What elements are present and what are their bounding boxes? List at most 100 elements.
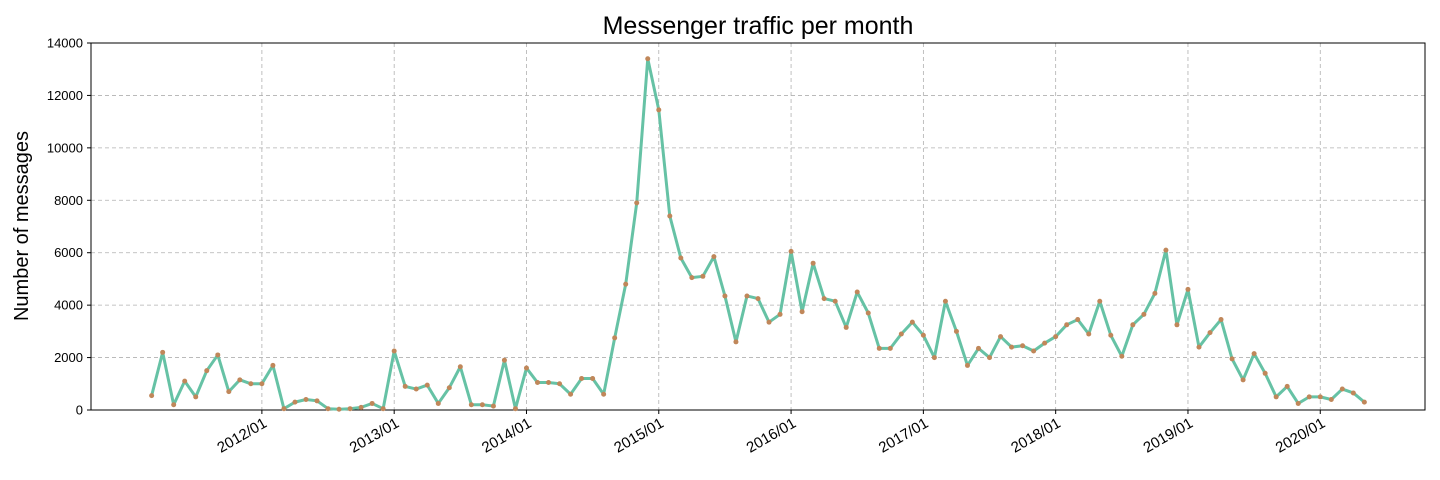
- marker: [1009, 344, 1015, 350]
- marker: [1207, 330, 1213, 336]
- x-tick-label: 2020/01: [1273, 415, 1328, 457]
- marker: [656, 107, 662, 113]
- x-tick-label: 2014/01: [479, 415, 534, 457]
- marker: [1262, 370, 1268, 376]
- marker: [1229, 356, 1235, 362]
- marker: [325, 406, 331, 412]
- y-tick-label: 12000: [47, 88, 83, 103]
- marker: [468, 402, 474, 408]
- marker: [590, 376, 596, 382]
- marker: [645, 56, 651, 62]
- marker: [204, 368, 210, 374]
- marker: [579, 376, 585, 382]
- marker: [160, 349, 166, 355]
- marker: [149, 393, 155, 399]
- marker: [1064, 322, 1070, 328]
- marker: [1339, 386, 1345, 392]
- marker: [490, 403, 496, 409]
- x-tick-label: 2015/01: [611, 415, 666, 457]
- marker: [1152, 290, 1158, 296]
- marker: [788, 248, 794, 254]
- marker: [832, 298, 838, 304]
- y-tick-label: 6000: [54, 245, 83, 260]
- marker: [292, 399, 298, 405]
- x-tick-label: 2018/01: [1008, 415, 1063, 457]
- marker: [215, 352, 221, 358]
- marker: [777, 311, 783, 317]
- x-tick-label: 2013/01: [347, 415, 402, 457]
- marker: [501, 357, 507, 363]
- marker: [182, 378, 188, 384]
- marker: [953, 328, 959, 334]
- y-tick-label: 0: [76, 403, 83, 418]
- marker: [612, 335, 618, 341]
- marker: [1284, 383, 1290, 389]
- marker: [424, 382, 430, 388]
- marker: [623, 281, 629, 287]
- marker: [193, 394, 199, 400]
- marker: [755, 296, 761, 302]
- marker: [336, 406, 342, 412]
- chart-title: Messenger traffic per month: [603, 12, 914, 40]
- marker: [512, 406, 518, 412]
- marker: [1240, 377, 1246, 383]
- marker: [1141, 311, 1147, 317]
- marker: [1306, 394, 1312, 400]
- marker: [1174, 322, 1180, 328]
- marker: [369, 400, 375, 406]
- marker: [920, 332, 926, 338]
- marker: [634, 200, 640, 206]
- y-tick-label: 14000: [47, 36, 83, 51]
- marker: [810, 260, 816, 266]
- marker: [1196, 344, 1202, 350]
- marker: [1251, 351, 1257, 357]
- marker: [689, 275, 695, 281]
- marker: [1042, 340, 1048, 346]
- marker: [998, 334, 1004, 340]
- marker: [435, 400, 441, 406]
- marker: [1350, 390, 1356, 396]
- marker: [303, 397, 309, 403]
- marker: [248, 381, 254, 387]
- marker: [799, 309, 805, 315]
- marker: [1119, 353, 1125, 359]
- x-tick-label: 2019/01: [1140, 415, 1195, 457]
- marker: [1108, 332, 1114, 338]
- marker: [854, 289, 860, 295]
- marker: [413, 386, 419, 392]
- marker: [931, 355, 937, 361]
- marker: [1053, 334, 1059, 340]
- marker: [171, 402, 177, 408]
- marker: [535, 379, 541, 385]
- y-tick-label: 10000: [47, 140, 83, 155]
- marker: [1185, 286, 1191, 292]
- marker: [898, 331, 904, 337]
- marker: [1295, 400, 1301, 406]
- marker: [1031, 348, 1037, 354]
- marker: [1097, 298, 1103, 304]
- marker: [1361, 399, 1367, 405]
- marker: [1328, 397, 1334, 403]
- marker: [876, 345, 882, 351]
- marker: [314, 398, 320, 404]
- marker: [270, 362, 276, 368]
- x-tick-label: 2012/01: [214, 415, 269, 457]
- marker: [391, 348, 397, 354]
- marker: [1218, 317, 1224, 323]
- marker: [546, 379, 552, 385]
- y-tick-label: 4000: [54, 298, 83, 313]
- marker: [347, 406, 353, 412]
- marker: [942, 298, 948, 304]
- marker: [733, 339, 739, 345]
- marker: [964, 362, 970, 368]
- marker: [1075, 317, 1081, 323]
- marker: [226, 389, 232, 395]
- marker: [380, 406, 386, 412]
- marker: [678, 255, 684, 261]
- marker: [457, 364, 463, 370]
- marker: [259, 381, 265, 387]
- marker: [711, 254, 717, 260]
- marker: [479, 402, 485, 408]
- marker: [1273, 394, 1279, 400]
- y-tick-label: 2000: [54, 350, 83, 365]
